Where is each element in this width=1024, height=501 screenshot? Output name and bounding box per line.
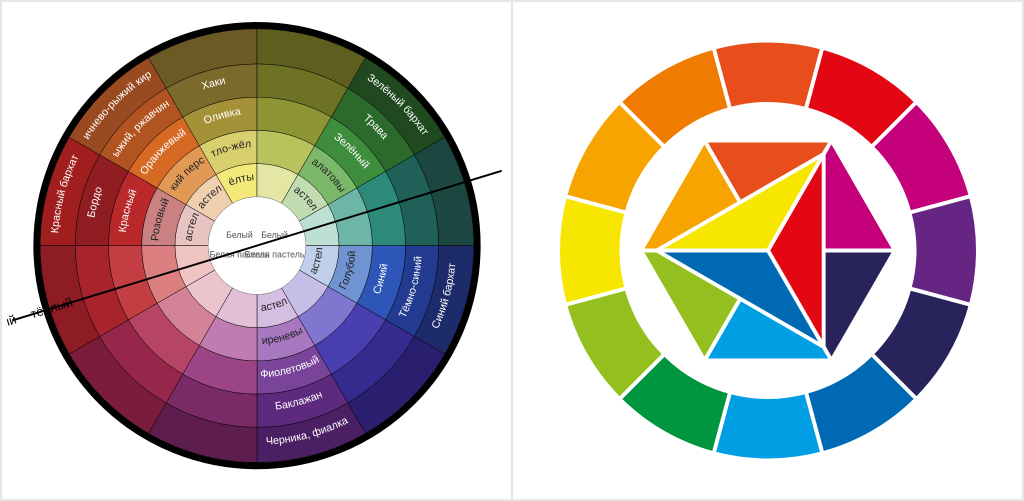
outer-ring-segment <box>713 41 822 109</box>
label-cold: холодный <box>7 312 18 342</box>
outer-ring-segment <box>713 392 822 460</box>
center-label: Белая пастель <box>244 249 304 259</box>
center-label: Белый <box>226 230 253 240</box>
labeled-color-wheel: Красный бархатБордоКрасныйРозовыйПастель… <box>7 3 507 498</box>
outer-ring-segment <box>909 196 977 305</box>
itten-color-wheel-panel <box>513 0 1024 501</box>
labeled-color-wheel-panel: Красный бархатБордоКрасныйРозовыйПастель… <box>0 0 513 501</box>
outer-ring-segment <box>558 196 626 305</box>
itten-color-wheel <box>518 3 1018 498</box>
